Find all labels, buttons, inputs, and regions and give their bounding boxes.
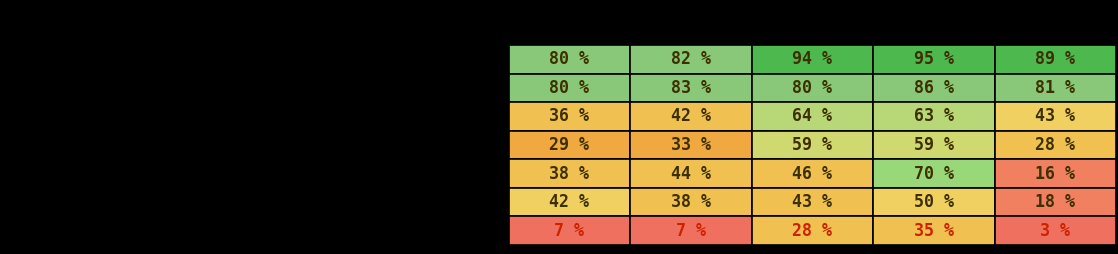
Text: 33 %: 33 % xyxy=(671,136,711,154)
Text: 42 %: 42 % xyxy=(671,107,711,125)
Bar xyxy=(995,131,1116,159)
Text: 82 %: 82 % xyxy=(671,50,711,68)
Text: 28 %: 28 % xyxy=(793,222,832,240)
Text: 80 %: 80 % xyxy=(549,79,589,97)
Text: 43 %: 43 % xyxy=(1035,107,1076,125)
Text: 89 %: 89 % xyxy=(1035,50,1076,68)
Bar xyxy=(751,159,873,188)
Bar xyxy=(509,102,631,131)
Text: 59 %: 59 % xyxy=(913,136,954,154)
Text: 80 %: 80 % xyxy=(793,79,832,97)
Text: 50 %: 50 % xyxy=(913,193,954,211)
Bar xyxy=(631,216,751,245)
Text: 70 %: 70 % xyxy=(913,165,954,183)
Text: 16 %: 16 % xyxy=(1035,165,1076,183)
Text: 83 %: 83 % xyxy=(671,79,711,97)
Text: 7 %: 7 % xyxy=(676,222,705,240)
Bar xyxy=(873,159,995,188)
Text: 29 %: 29 % xyxy=(549,136,589,154)
Bar xyxy=(631,131,751,159)
Bar xyxy=(631,159,751,188)
Text: 94 %: 94 % xyxy=(793,50,832,68)
Text: 38 %: 38 % xyxy=(549,165,589,183)
Bar xyxy=(873,102,995,131)
Bar xyxy=(751,188,873,216)
Text: 3 %: 3 % xyxy=(1040,222,1070,240)
Bar xyxy=(509,131,631,159)
Bar xyxy=(631,74,751,102)
Bar xyxy=(873,131,995,159)
Bar xyxy=(873,188,995,216)
Text: 28 %: 28 % xyxy=(1035,136,1076,154)
Bar xyxy=(995,45,1116,74)
Bar xyxy=(995,74,1116,102)
Bar xyxy=(995,188,1116,216)
Text: 46 %: 46 % xyxy=(793,165,832,183)
Text: 81 %: 81 % xyxy=(1035,79,1076,97)
Text: 63 %: 63 % xyxy=(913,107,954,125)
Bar xyxy=(509,159,631,188)
Bar xyxy=(995,102,1116,131)
Text: 36 %: 36 % xyxy=(549,107,589,125)
Text: 86 %: 86 % xyxy=(913,79,954,97)
Text: 59 %: 59 % xyxy=(793,136,832,154)
Bar xyxy=(751,74,873,102)
Text: 43 %: 43 % xyxy=(793,193,832,211)
Text: 64 %: 64 % xyxy=(793,107,832,125)
Bar xyxy=(509,74,631,102)
Bar xyxy=(873,216,995,245)
Text: 80 %: 80 % xyxy=(549,50,589,68)
Bar xyxy=(751,131,873,159)
Bar xyxy=(631,45,751,74)
Bar xyxy=(873,74,995,102)
Text: 35 %: 35 % xyxy=(913,222,954,240)
Bar xyxy=(631,188,751,216)
Text: 44 %: 44 % xyxy=(671,165,711,183)
Bar xyxy=(995,159,1116,188)
Bar xyxy=(751,102,873,131)
Text: 95 %: 95 % xyxy=(913,50,954,68)
Bar xyxy=(873,45,995,74)
Bar xyxy=(995,216,1116,245)
Bar xyxy=(509,45,631,74)
Bar xyxy=(509,188,631,216)
Text: 18 %: 18 % xyxy=(1035,193,1076,211)
Text: 42 %: 42 % xyxy=(549,193,589,211)
Text: 38 %: 38 % xyxy=(671,193,711,211)
Text: 7 %: 7 % xyxy=(555,222,585,240)
Bar xyxy=(509,216,631,245)
Bar xyxy=(751,216,873,245)
Bar xyxy=(631,102,751,131)
Bar xyxy=(751,45,873,74)
